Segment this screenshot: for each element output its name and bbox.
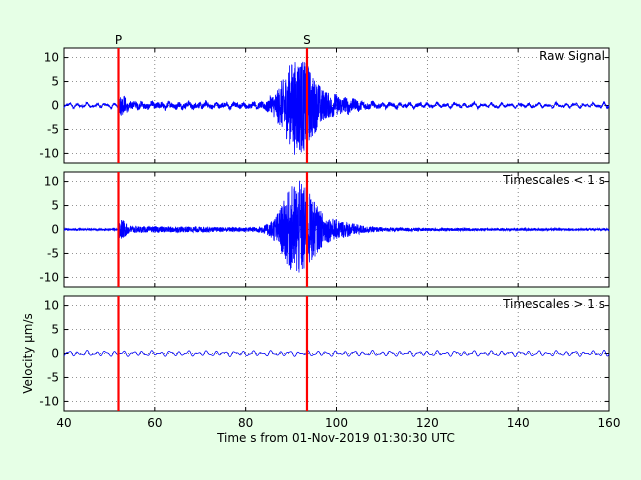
x-tick-label: 100 bbox=[325, 416, 348, 430]
y-tick-label: 0 bbox=[51, 347, 59, 361]
y-axis-label: Velocity μm/s bbox=[21, 313, 35, 394]
x-tick-label: 60 bbox=[147, 416, 162, 430]
panel-low-frequency: -10 -5 0 5 10 40 60 80 100 120 140 160 Velocity μm/s… bbox=[21, 295, 621, 430]
y-tick-label: 10 bbox=[44, 299, 59, 313]
y-tick-label: 0 bbox=[51, 99, 59, 113]
waveform-trace bbox=[63, 180, 610, 273]
y-tick-label: -5 bbox=[47, 122, 59, 136]
x-tick-label: 40 bbox=[56, 416, 71, 430]
y-tick-label: -5 bbox=[47, 246, 59, 260]
x-tick-label: 80 bbox=[238, 416, 253, 430]
x-axis-label: Time s from 01-Nov-2019 01:30:30 UTC bbox=[216, 431, 455, 445]
x-tick-label: 140 bbox=[507, 416, 530, 430]
panel-label: Timescales > 1 s bbox=[502, 297, 605, 311]
waveform-trace bbox=[63, 61, 610, 155]
y-tick-label: -5 bbox=[47, 370, 59, 384]
y-tick-label: 0 bbox=[51, 223, 59, 237]
y-tick-label: 10 bbox=[44, 175, 59, 189]
panel-raw-signal: -10 -5 0 5 10 Raw Signal bbox=[39, 47, 610, 164]
y-tick-label: 5 bbox=[51, 199, 59, 213]
waveform-trace bbox=[63, 350, 610, 357]
y-tick-label: -10 bbox=[39, 270, 59, 284]
panel-label: Timescales < 1 s bbox=[502, 173, 605, 187]
y-tick-label: -10 bbox=[39, 394, 59, 408]
phase-label-p: P bbox=[115, 33, 122, 47]
y-tick-label: 10 bbox=[44, 51, 59, 65]
y-tick-label: 5 bbox=[51, 75, 59, 89]
panel-label: Raw Signal bbox=[539, 49, 605, 63]
x-tick-label: 160 bbox=[598, 416, 621, 430]
phase-label-s: S bbox=[303, 33, 311, 47]
x-tick-label: 120 bbox=[416, 416, 439, 430]
y-tick-label: 5 bbox=[51, 323, 59, 337]
panel-high-frequency: -10 -5 0 5 10 Timescales < 1 s bbox=[39, 171, 610, 288]
y-tick-label: -10 bbox=[39, 146, 59, 160]
